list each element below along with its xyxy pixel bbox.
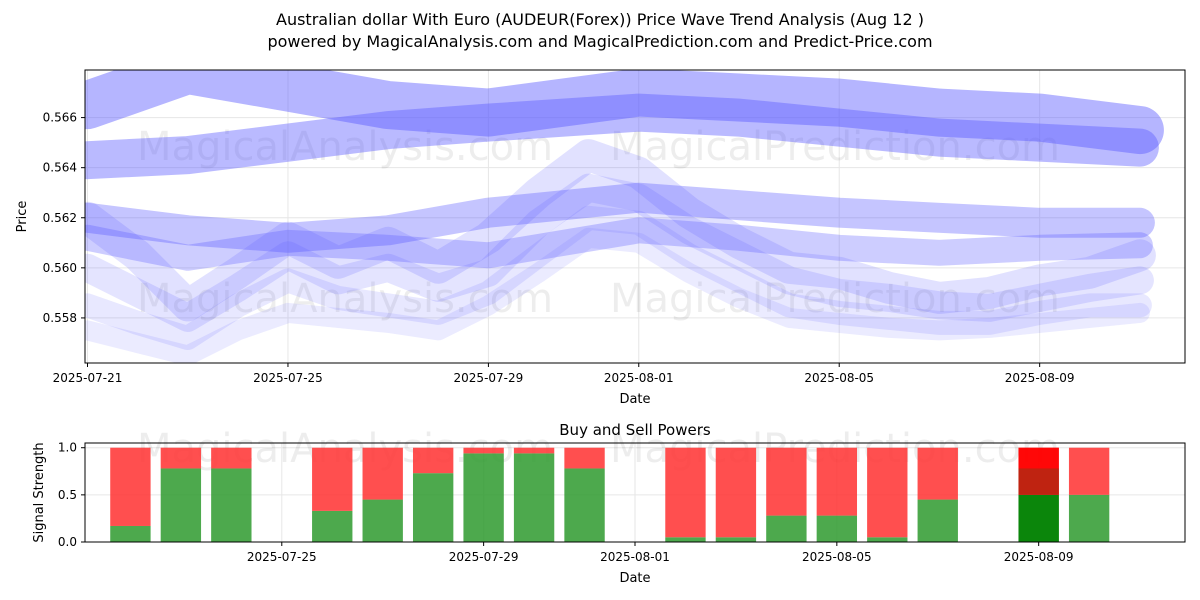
wave-series-line	[85, 93, 1159, 180]
buy-bar	[412, 473, 454, 542]
chart-subtitle: powered by MagicalAnalysis.com and Magic…	[267, 32, 933, 51]
wave-series-line	[85, 205, 1152, 350]
wave-series-line	[85, 227, 1150, 363]
buy-bar	[362, 499, 403, 542]
x-tick-label: 2025-08-01	[600, 550, 670, 564]
sell-bar	[211, 447, 252, 469]
sell-bar	[816, 447, 858, 516]
x-axis-label: Date	[619, 571, 650, 586]
x-tick-label: 2025-08-09	[1004, 550, 1074, 564]
watermark-text: MagicalPrediction.com	[610, 124, 1060, 170]
buy-bar	[917, 499, 958, 542]
sell-bar	[312, 447, 353, 511]
watermark-text: MagicalPrediction.com	[610, 276, 1060, 322]
y-tick-label: 0.558	[43, 311, 77, 325]
x-tick-label: 2025-07-29	[449, 550, 519, 564]
x-tick-label: 2025-08-09	[1005, 371, 1075, 385]
sell-bar	[867, 447, 908, 538]
price-wave-chart: MagicalAnalysis.com MagicalPrediction.com…	[15, 69, 1186, 407]
buy-bar	[715, 537, 757, 542]
y-axis-label: Price	[15, 201, 30, 233]
plot-area	[85, 70, 1185, 363]
sell-bar	[513, 447, 555, 454]
buy-bar	[665, 537, 706, 542]
wave-series-line	[85, 139, 1156, 322]
x-tick-label: 2025-07-29	[454, 371, 524, 385]
x-tick-label: 2025-08-05	[804, 371, 874, 385]
y-tick-label: 0.5	[58, 488, 77, 502]
y-axis-label: Signal Strength	[32, 442, 47, 542]
plot-frame	[84, 69, 1186, 364]
x-tick-label: 2025-07-25	[247, 550, 317, 564]
sell-bar	[362, 447, 403, 500]
sell-bar	[110, 447, 151, 526]
x-axis-label: Date	[619, 392, 650, 407]
sell-bar	[463, 447, 504, 454]
watermark-text: MagicalAnalysis.com	[137, 276, 553, 322]
sell-bar	[564, 447, 605, 469]
x-tick-label: 2025-08-01	[604, 371, 674, 385]
sell-bar	[766, 447, 807, 516]
buy-bar	[110, 525, 151, 542]
buy-bar	[766, 515, 807, 542]
wave-series-group	[85, 70, 1164, 363]
bar-chart-title: Buy and Sell Powers	[559, 421, 711, 439]
x-tick-label: 2025-07-25	[253, 371, 323, 385]
chart-title: Australian dollar With Euro (AUDEUR(Fore…	[276, 10, 924, 29]
y-tick-label: 0.566	[43, 111, 77, 125]
buy-bar	[211, 468, 252, 542]
sell-bar	[160, 447, 202, 469]
buy-bar	[160, 468, 202, 542]
y-tick-label: 0.560	[43, 261, 77, 275]
buy-bar	[1068, 494, 1110, 542]
sell-bar	[715, 447, 757, 538]
wave-series-line	[85, 217, 1153, 271]
x-tick-label: 2025-07-21	[53, 371, 123, 385]
buy-bar	[463, 453, 504, 542]
watermark-text: MagicalAnalysis.com	[137, 124, 553, 170]
y-tick-label: 1.0	[58, 441, 77, 455]
overlap-bar	[1018, 468, 1059, 495]
buy-bar	[816, 515, 858, 542]
buy-bar-strong	[1018, 494, 1059, 542]
buy-sell-power-chart: MagicalAnalysis.comMagicalPrediction.com…	[32, 421, 1186, 586]
buy-bar	[513, 453, 555, 542]
buy-bar	[867, 537, 908, 542]
buy-bar	[312, 510, 353, 542]
sell-bar	[412, 447, 454, 474]
wave-series-line	[85, 70, 1164, 155]
y-tick-label: 0.0	[58, 535, 77, 549]
buy-bar	[564, 468, 605, 542]
y-tick-label: 0.564	[43, 161, 77, 175]
sell-bar	[1068, 447, 1110, 495]
wave-series-line	[85, 182, 1155, 253]
x-tick-label: 2025-08-05	[802, 550, 872, 564]
sell-bar	[665, 447, 706, 538]
wave-series-line	[85, 173, 1154, 332]
y-tick-label: 0.562	[43, 211, 77, 225]
sell-bar	[917, 447, 958, 500]
